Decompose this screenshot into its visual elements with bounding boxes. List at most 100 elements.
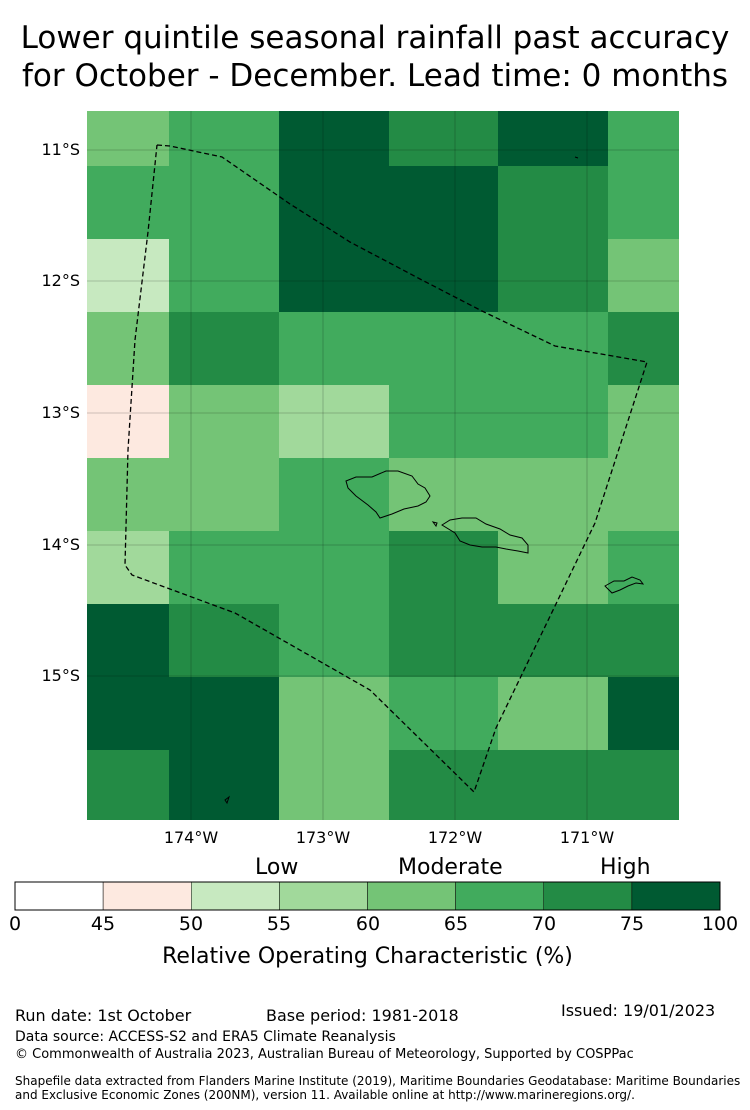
- grid-cell: [608, 604, 679, 677]
- lat-label-11s: 11°S: [41, 140, 80, 159]
- colorbar-bin: [102, 881, 192, 911]
- grid-cell: [498, 166, 608, 239]
- copyright-notice: © Commonwealth of Australia 2023, Austra…: [15, 1047, 634, 1062]
- grid-cell: [169, 604, 279, 677]
- grid-cell: [169, 111, 279, 166]
- lat-label-13s: 13°S: [41, 403, 80, 422]
- colorbar-tick-55: 55: [266, 913, 292, 935]
- accuracy-grid: [87, 111, 679, 820]
- eez-boundary: [124, 144, 648, 794]
- grid-cell: [87, 385, 169, 458]
- grid-cell: [498, 111, 608, 166]
- grid-cell: [169, 239, 279, 312]
- grid-cell: [389, 312, 498, 385]
- grid-cell: [279, 239, 389, 312]
- colorbar-tick-65: 65: [443, 913, 469, 935]
- map-title-line-1: Lower quintile seasonal rainfall past ac…: [20, 20, 730, 56]
- colorbar-bin: [631, 881, 721, 911]
- savaii-island: [345, 470, 431, 519]
- grid-cell: [389, 531, 498, 604]
- colorbar-frame: [14, 881, 721, 911]
- grid-cell: [608, 750, 679, 820]
- grid-cell: [169, 750, 279, 820]
- grid-cell: [389, 111, 498, 166]
- grid-cell: [608, 385, 679, 458]
- colorbar-bin: [455, 881, 544, 911]
- grid-cell: [169, 166, 279, 239]
- grid-cell: [498, 239, 608, 312]
- grid-cell: [279, 385, 389, 458]
- islet-south: [224, 795, 230, 805]
- grid-cell: [279, 458, 389, 531]
- lat-label-15s: 15°S: [41, 666, 80, 685]
- grid-cell: [389, 385, 498, 458]
- grid-cell: [87, 166, 169, 239]
- grid-cell: [279, 111, 389, 166]
- lat-label-14s: 14°S: [41, 535, 80, 554]
- data-source: Data source: ACCESS-S2 and ERA5 Climate …: [15, 1029, 396, 1045]
- legend-category-low: Low: [255, 855, 299, 880]
- colorbar-bin: [543, 881, 633, 911]
- shapefile-credit-line-1: Shapefile data extracted from Flanders M…: [15, 1074, 741, 1088]
- grid-cell: [608, 458, 679, 531]
- grid-cell: [279, 166, 389, 239]
- issued-date: Issued: 19/01/2023: [561, 1001, 716, 1020]
- map-title-line-2: for October - December. Lead time: 0 mon…: [21, 58, 729, 94]
- colorbar-tick-60: 60: [355, 913, 381, 935]
- lon-label-174w: 174°W: [163, 828, 219, 847]
- grid-cell: [279, 604, 389, 677]
- colorbar-tick-70: 70: [531, 913, 557, 935]
- grid-cell: [87, 239, 169, 312]
- grid-cell: [389, 458, 498, 531]
- grid-cell: [169, 458, 279, 531]
- grid-cell: [389, 677, 498, 750]
- base-period: Base period: 1981-2018: [266, 1006, 459, 1025]
- colorbar-bin: [367, 881, 456, 911]
- run-date: Run date: 1st October: [15, 1006, 192, 1025]
- grid-cell: [498, 458, 608, 531]
- grid-cell: [169, 531, 279, 604]
- tutuila-island: [604, 576, 645, 594]
- grid-cell: [279, 531, 389, 604]
- grid-cell: [279, 750, 389, 820]
- lat-label-12s: 12°S: [41, 271, 80, 290]
- colorbar: [14, 881, 721, 911]
- grid-cell: [608, 677, 679, 750]
- colorbar-tick-0: 0: [8, 913, 22, 935]
- colorbar-label: Relative Operating Characteristic (%): [162, 944, 573, 969]
- samoa-coastline: [224, 156, 645, 805]
- islet-north: [574, 156, 579, 159]
- grid-cell: [498, 677, 608, 750]
- manono-island: [431, 521, 438, 528]
- grid-cell: [389, 604, 498, 677]
- colorbar-tick-75: 75: [619, 913, 645, 935]
- grid-cell: [498, 750, 608, 820]
- grid-cell: [169, 312, 279, 385]
- grid-cell: [279, 312, 389, 385]
- grid-cell: [87, 531, 169, 604]
- grid-cell: [498, 312, 608, 385]
- grid-cell: [87, 312, 169, 385]
- rainfall-accuracy-map: [87, 111, 679, 820]
- grid-cell: [498, 604, 608, 677]
- grid-cell: [389, 166, 498, 239]
- colorbar-tick-50: 50: [178, 913, 204, 935]
- grid-cell: [169, 677, 279, 750]
- lon-label-171w: 171°W: [559, 828, 615, 847]
- grid-cell: [389, 239, 498, 312]
- grid-cell: [608, 531, 679, 604]
- colorbar-bins: [14, 881, 721, 911]
- grid-cell: [87, 677, 169, 750]
- grid-cell: [498, 385, 608, 458]
- grid-cell: [279, 677, 389, 750]
- legend-category-high: High: [600, 855, 651, 880]
- colorbar-bin: [14, 881, 104, 911]
- grid-cell: [87, 604, 169, 677]
- grid-cell: [608, 111, 679, 166]
- grid-cell: [87, 750, 169, 820]
- lon-label-172w: 172°W: [427, 828, 483, 847]
- lon-label-173w: 173°W: [295, 828, 351, 847]
- graticule: [87, 111, 679, 820]
- legend-category-moderate: Moderate: [398, 855, 503, 880]
- grid-cell: [169, 385, 279, 458]
